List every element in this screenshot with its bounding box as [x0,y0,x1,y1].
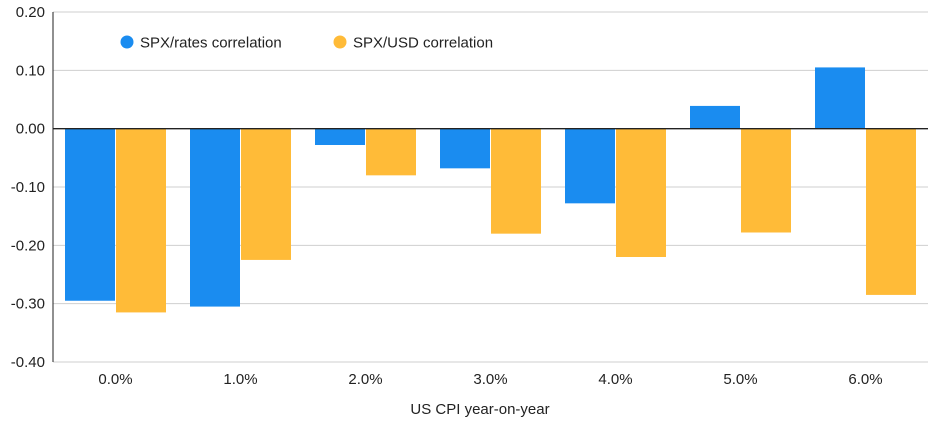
bar-rates-4 [565,128,615,204]
x-tick-label: 6.0% [848,371,882,388]
bar-rates-1 [190,128,240,307]
x-tick-label: 0.0% [98,371,132,388]
legend-swatch [333,35,347,49]
bar-rates-6 [815,67,865,129]
y-tick-label: 0.00 [16,121,45,138]
bar-rates-5 [690,105,740,129]
bars [65,67,916,313]
x-tick-labels: 0.0% 1.0% 2.0% 3.0% 4.0% 5.0% 6.0% [98,371,882,388]
legend-label: SPX/rates correlation [140,35,282,52]
legend-swatch [120,35,134,49]
x-tick-label: 1.0% [223,371,257,388]
legend: SPX/rates correlation SPX/USD correlation [120,35,493,52]
y-tick-labels: 0.20 0.10 0.00 -0.10 -0.20 -0.30 -0.40 [11,4,45,371]
bar-rates-0 [65,128,115,301]
x-axis-label: US CPI year-on-year [410,401,549,418]
x-tick-label: 5.0% [723,371,757,388]
bar-rates-2 [315,128,365,145]
bar-usd-0 [116,128,166,313]
x-tick-label: 4.0% [598,371,632,388]
y-tick-label: -0.30 [11,296,45,313]
bar-usd-1 [241,128,291,260]
bar-usd-3 [491,128,541,234]
legend-item-usd: SPX/USD correlation [333,35,493,52]
bar-rates-3 [440,128,490,169]
gridlines [53,11,928,363]
bar-usd-6 [866,128,916,295]
legend-item-rates: SPX/rates correlation [120,35,282,52]
y-tick-label: 0.10 [16,62,45,79]
bar-usd-4 [616,128,666,257]
legend-label: SPX/USD correlation [353,35,493,52]
bar-usd-2 [366,128,416,176]
axes [52,12,928,362]
y-tick-label: 0.20 [16,4,45,21]
y-tick-label: -0.40 [11,354,45,371]
y-tick-label: -0.10 [11,179,45,196]
y-tick-label: -0.20 [11,237,45,254]
bar-usd-5 [741,128,791,233]
x-tick-label: 2.0% [348,371,382,388]
x-tick-label: 3.0% [473,371,507,388]
